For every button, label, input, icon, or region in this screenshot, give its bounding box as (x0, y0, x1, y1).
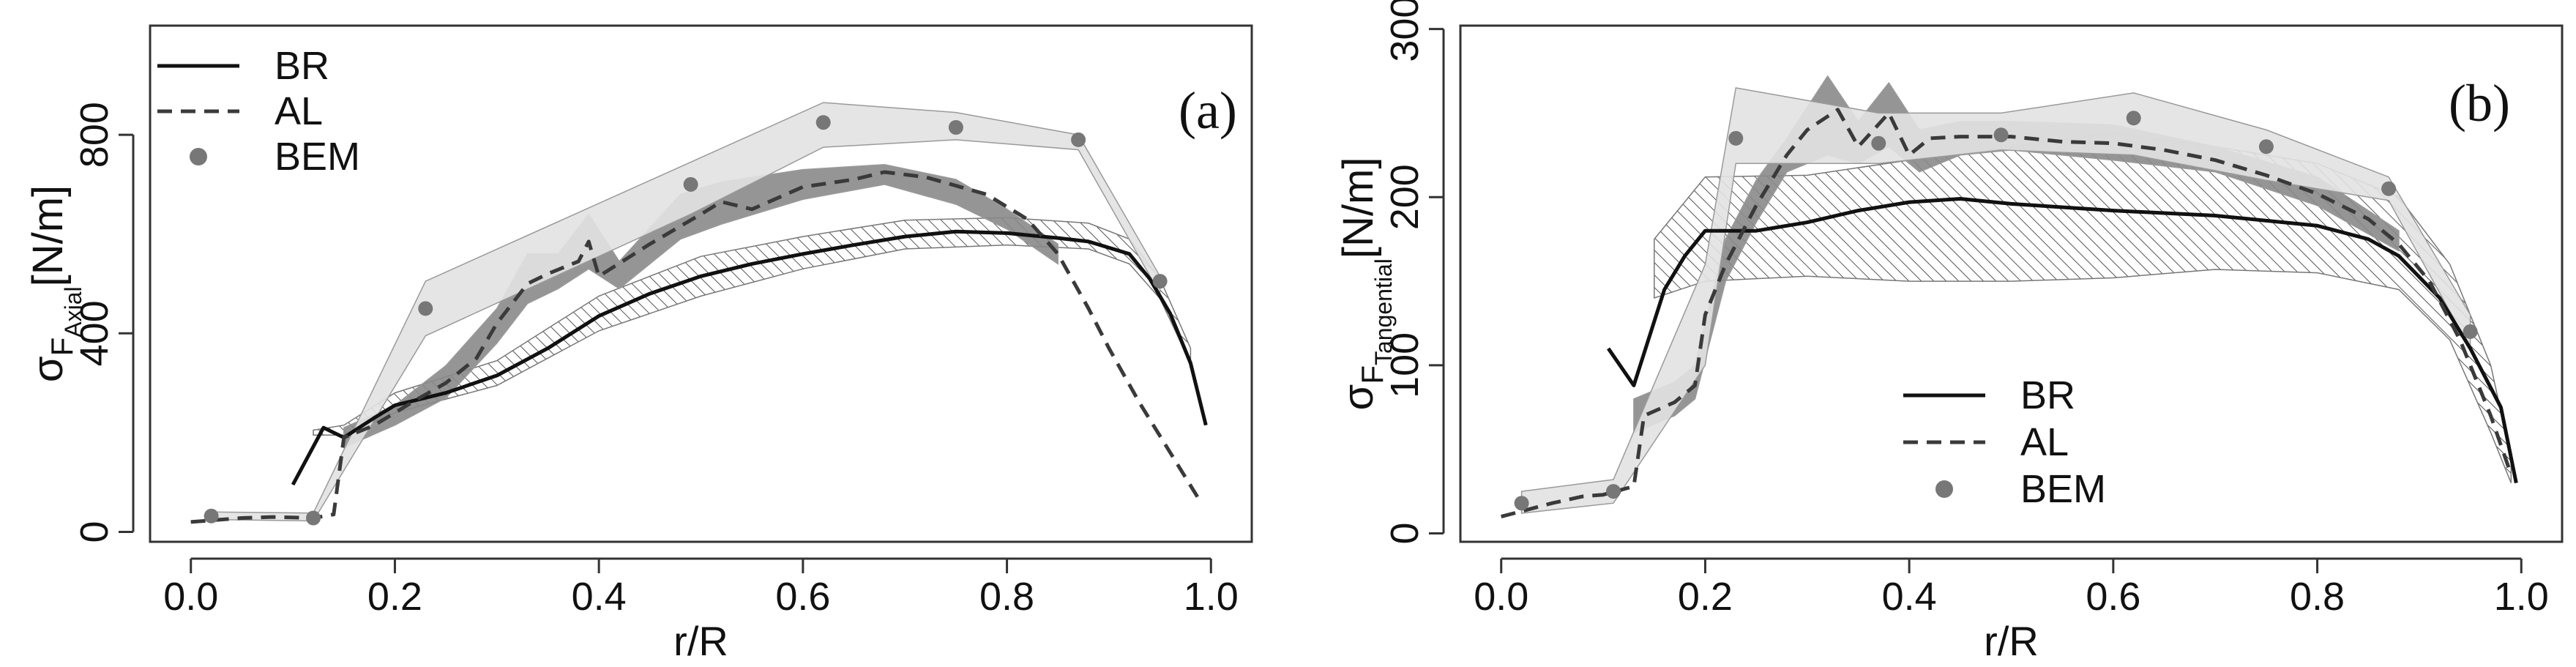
legend-label-al: AL (275, 89, 323, 133)
data-point-bem (1871, 135, 1886, 151)
plot-frame (1459, 24, 2564, 543)
x-tick-label: 1.0 (2494, 575, 2549, 619)
x-axis-label: r/R (673, 618, 728, 664)
data-point-bem (1152, 274, 1168, 289)
y-axis-label-sub1: F (1355, 365, 1389, 384)
y-tick-label: 0 (72, 521, 116, 543)
data-point-bem (1514, 496, 1529, 511)
x-tick-label: 0.4 (1882, 575, 1937, 619)
data-point-bem (2463, 324, 2478, 339)
y-axis-label: σFTangential[N/m] (1334, 157, 1397, 411)
y-tick-label: 0 (1383, 522, 1427, 544)
x-tick-label: 0.0 (163, 575, 218, 619)
data-point-bem (948, 120, 963, 135)
x-axis-label: r/R (1984, 618, 2039, 664)
legend-label-br: BR (275, 44, 329, 88)
data-point-bem (2258, 139, 2274, 154)
plot-frame (149, 24, 1253, 543)
data-point-bem (2381, 181, 2397, 196)
data-point-bem (1993, 127, 2009, 143)
data-point-bem (1071, 132, 1086, 147)
y-axis-label-base: σ (1334, 384, 1382, 411)
legend-label-al: AL (2020, 420, 2069, 464)
data-point-bem (2126, 111, 2141, 126)
x-tick-label: 0.2 (1678, 575, 1733, 619)
data-point-bem (683, 176, 698, 192)
chart-panel-a: 0.0 0.2 0.4 0.6 0.8 1.0 r/R 0 400 800 σFAxial[N/m]… (24, 24, 1253, 664)
x-tick-label: 0.2 (367, 575, 422, 619)
x-tick-label: 0.6 (775, 575, 830, 619)
y-axis-label-base: σ (24, 356, 72, 382)
y-axis-label-unit: [N/m] (1334, 157, 1382, 259)
data-point-bem (306, 510, 321, 526)
y-tick-label: 400 (72, 300, 116, 366)
y-tick-label: 200 (1383, 164, 1427, 230)
x-tick-label: 0.6 (2086, 575, 2140, 619)
chart-panel-b: 0.0 0.2 0.4 0.6 0.8 1.0 r/R 0 100 200 300 σFTangent… (1334, 0, 2564, 664)
legend-label-bem: BEM (275, 135, 360, 179)
data-point-bem (1728, 130, 1744, 146)
data-point-bem (204, 508, 219, 523)
series-line-al (1501, 108, 2513, 519)
panel-label: (b) (2449, 74, 2510, 133)
y-axis-label-sub2: Axial (60, 286, 86, 337)
x-tick-label: 1.0 (1184, 575, 1239, 619)
series-line-br (291, 229, 1208, 486)
y-tick-label: 300 (1383, 0, 1427, 62)
y-axis-label: σFAxial[N/m] (24, 185, 86, 382)
x-tick-label: 0.4 (572, 575, 627, 619)
legend-label-bem: BEM (2020, 467, 2106, 511)
panel-label: (a) (1179, 81, 1237, 140)
y-tick-label: 100 (1383, 332, 1427, 398)
series-line-al (190, 170, 1203, 524)
y-axis-label-unit: [N/m] (24, 185, 72, 287)
x-tick-label: 0.8 (2290, 575, 2345, 619)
y-axis-label-sub1: F (45, 338, 79, 357)
legend-symbol-bem (190, 148, 207, 165)
x-tick-label: 0.0 (1474, 575, 1528, 619)
y-axis-label-sub2: Tangential (1370, 258, 1397, 365)
data-point-bem (418, 301, 433, 316)
data-point-bem (815, 115, 831, 130)
x-tick-label: 0.8 (979, 575, 1034, 619)
legend-symbol-bem (1935, 480, 1953, 498)
legend-label-br: BR (2020, 373, 2075, 417)
data-point-bem (1606, 484, 1621, 499)
y-tick-label: 800 (72, 102, 116, 168)
